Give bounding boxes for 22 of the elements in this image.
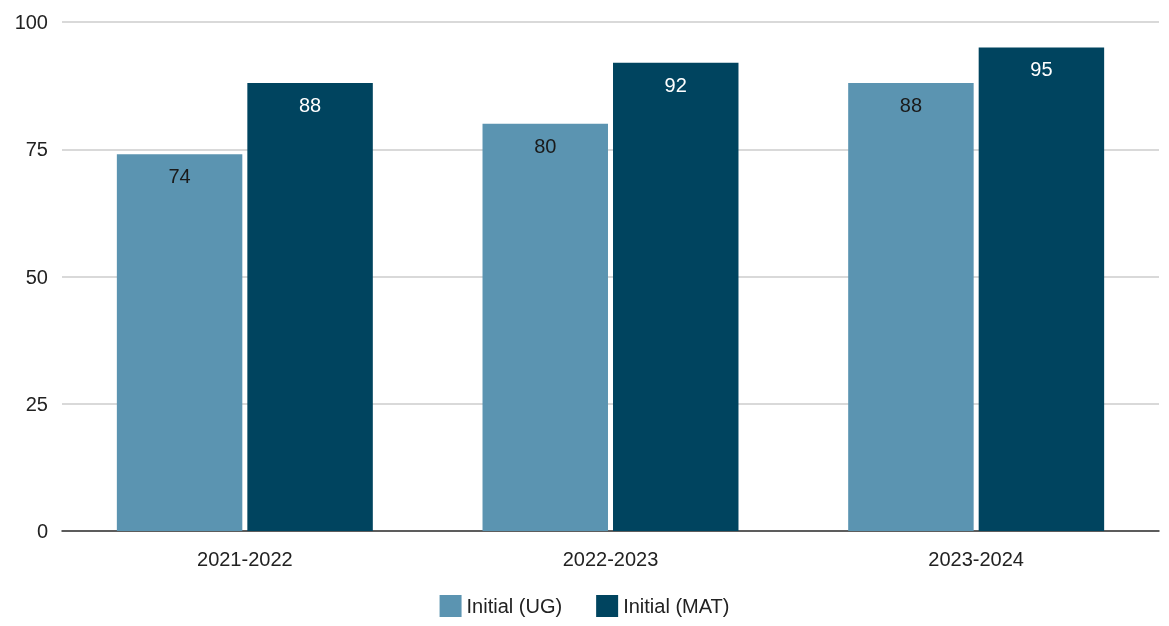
- y-tick-label: 75: [25, 138, 48, 161]
- legend-label: Initial (UG): [466, 595, 563, 617]
- data-label: 92: [664, 73, 687, 96]
- bar: [482, 123, 608, 531]
- data-label: 74: [168, 165, 191, 188]
- legend-label: Initial (MAT): [623, 595, 730, 617]
- data-label: 95: [1030, 58, 1053, 81]
- data-label: 88: [899, 94, 923, 117]
- data-label: 88: [298, 94, 322, 117]
- bar: [848, 83, 974, 531]
- bar: [247, 83, 373, 531]
- y-tick-label: 25: [25, 392, 48, 415]
- data-label: 80: [534, 134, 557, 157]
- x-tick-label: 2021-2022: [197, 548, 293, 570]
- y-tick-label: 50: [25, 265, 48, 288]
- y-tick-label: 100: [14, 11, 48, 33]
- y-tick-label: 0: [36, 520, 48, 542]
- x-tick-label: 2023-2024: [928, 548, 1024, 570]
- bar: [613, 62, 739, 531]
- bar: [978, 47, 1105, 531]
- x-tick-label: 2022-2023: [562, 548, 659, 570]
- bar: [116, 154, 243, 531]
